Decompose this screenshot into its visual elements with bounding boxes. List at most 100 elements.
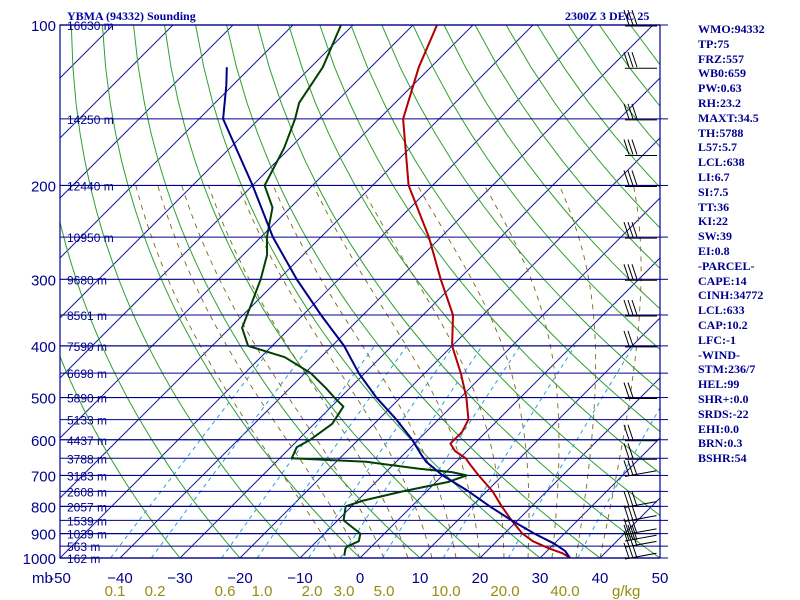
index-item: L57:5.7 bbox=[698, 140, 737, 155]
index-item: LCL:638 bbox=[698, 155, 745, 170]
wind-barb-flag bbox=[623, 424, 630, 440]
index-item: EI:0.8 bbox=[698, 243, 730, 258]
index-item: LFC:-1 bbox=[698, 332, 736, 347]
pressure-tick-label: 900 bbox=[31, 527, 56, 544]
wind-barb-flag bbox=[627, 330, 634, 347]
index-item: CAP:10.2 bbox=[698, 317, 748, 332]
wind-barb-flag bbox=[627, 52, 634, 68]
mixing-ratio-label: 0.6 bbox=[215, 583, 236, 600]
wind-barb-flag bbox=[623, 221, 630, 238]
wind-barb-flag bbox=[623, 170, 630, 186]
index-item: -WIND- bbox=[698, 347, 740, 362]
pressure-tick-label: 300 bbox=[31, 272, 56, 289]
height-label: 10950 m bbox=[67, 231, 114, 245]
station-title: YBMA (94332) Sounding bbox=[67, 9, 196, 23]
height-label: 1039 m bbox=[67, 528, 107, 542]
pressure-tick-label: 1000 bbox=[23, 551, 56, 568]
isotherm-line bbox=[60, 25, 534, 499]
indices-panel: WMO:94332 TP:75 FRZ:557 WB0:659 PW:0.63 RH:23… bbox=[698, 22, 798, 466]
wind-barb-staff bbox=[624, 515, 657, 522]
index-item: SRDS:-22 bbox=[698, 406, 749, 421]
index-item: FRZ:557 bbox=[698, 51, 744, 66]
isotherm-line bbox=[60, 25, 234, 199]
mixing-ratio-label: 3.0 bbox=[334, 583, 355, 600]
wind-barb-staff bbox=[624, 470, 657, 477]
index-item: PW:0.63 bbox=[698, 81, 742, 96]
wind-barb-flag bbox=[631, 52, 638, 68]
parcel-line bbox=[222, 67, 571, 558]
pressure-unit-label: mb bbox=[32, 570, 53, 587]
index-item: HEL:99 bbox=[698, 377, 740, 392]
mixing-ratio-label: 5.0 bbox=[374, 583, 395, 600]
wind-barb-flag bbox=[623, 443, 630, 459]
wind-barb-flag bbox=[627, 460, 634, 476]
height-label: 12440 m bbox=[67, 179, 114, 193]
sounding-series bbox=[222, 25, 571, 558]
wind-barb-staff bbox=[624, 552, 657, 560]
temperature-line bbox=[402, 25, 571, 558]
index-item: KI:22 bbox=[698, 214, 728, 229]
isotherm-line bbox=[239, 137, 660, 558]
index-item: LCL:633 bbox=[698, 303, 745, 318]
wind-barb-flag bbox=[631, 524, 638, 541]
height-label: 14250 m bbox=[67, 113, 114, 127]
dewpoint-line bbox=[241, 25, 468, 556]
temperature-tick-label: 10 bbox=[412, 570, 429, 587]
wind-barb-flag bbox=[623, 299, 630, 316]
mixing-ratio-label: 40.0 bbox=[550, 583, 579, 600]
wind-barb-flag bbox=[631, 542, 638, 559]
index-item: TT:36 bbox=[698, 199, 730, 214]
pressure-tick-label: 600 bbox=[31, 433, 56, 450]
temperature-tick-label: 40 bbox=[592, 570, 609, 587]
wind-barbs bbox=[623, 9, 657, 560]
temperature-tick-label: 50 bbox=[652, 570, 669, 587]
wind-barb-staff bbox=[624, 501, 657, 508]
wind-barb-flag bbox=[631, 299, 638, 316]
wind-barb-flag bbox=[631, 139, 638, 155]
index-item: BSHR:54 bbox=[698, 451, 747, 466]
index-item: BRN:0.3 bbox=[698, 436, 743, 451]
wind-barb-flag bbox=[623, 103, 630, 120]
index-item: CINH:34772 bbox=[698, 288, 764, 303]
height-label: 162 m bbox=[67, 552, 100, 566]
wind-barb-flag bbox=[627, 382, 634, 398]
height-label: 8561 m bbox=[67, 309, 107, 323]
mixing-ratio-label: 10.0 bbox=[431, 583, 460, 600]
wind-barb-flag bbox=[631, 505, 638, 521]
wind-barb-flag bbox=[627, 542, 634, 559]
isotherm-line bbox=[359, 257, 660, 558]
wind-barb-flag bbox=[627, 424, 634, 440]
mixing-ratio-label: 1.0 bbox=[252, 583, 273, 600]
index-item: RH:23.2 bbox=[698, 95, 741, 110]
temperature-tick-label: −20 bbox=[227, 570, 252, 587]
wind-barb-flag bbox=[631, 491, 638, 507]
mixing-ratio-label: 0.2 bbox=[145, 583, 166, 600]
wind-barb-flag bbox=[623, 460, 630, 476]
index-item: LI:6.7 bbox=[698, 169, 730, 184]
index-item: EHI:0.0 bbox=[698, 421, 740, 436]
height-label: 5890 m bbox=[67, 392, 107, 406]
index-item: SW:39 bbox=[698, 229, 733, 244]
height-label: 5133 m bbox=[67, 414, 107, 428]
temperature-tick-label: −40 bbox=[107, 570, 132, 587]
temperature-tick-label: −10 bbox=[287, 570, 312, 587]
wind-barb-flag bbox=[627, 264, 634, 280]
isotherm-line bbox=[60, 25, 414, 379]
isotherm-line bbox=[60, 25, 354, 319]
wind-barb-flag bbox=[631, 221, 638, 238]
temperature-tick-label: −30 bbox=[167, 570, 192, 587]
height-label: 16630 m bbox=[67, 19, 114, 33]
index-item: -PARCEL- bbox=[698, 258, 755, 273]
height-label: 3183 m bbox=[67, 469, 107, 483]
wind-barb-flag bbox=[631, 518, 638, 534]
height-label: 3788 m bbox=[67, 452, 107, 466]
wind-barb-flag bbox=[631, 9, 638, 26]
isotherm-line bbox=[119, 25, 654, 558]
index-item: WMO:94332 bbox=[698, 22, 765, 36]
isotherm-line bbox=[299, 197, 660, 558]
isotherm-line bbox=[179, 77, 660, 558]
index-item: TP:75 bbox=[698, 36, 730, 51]
wind-barb-flag bbox=[623, 52, 630, 68]
pressure-tick-label: 700 bbox=[31, 468, 56, 485]
